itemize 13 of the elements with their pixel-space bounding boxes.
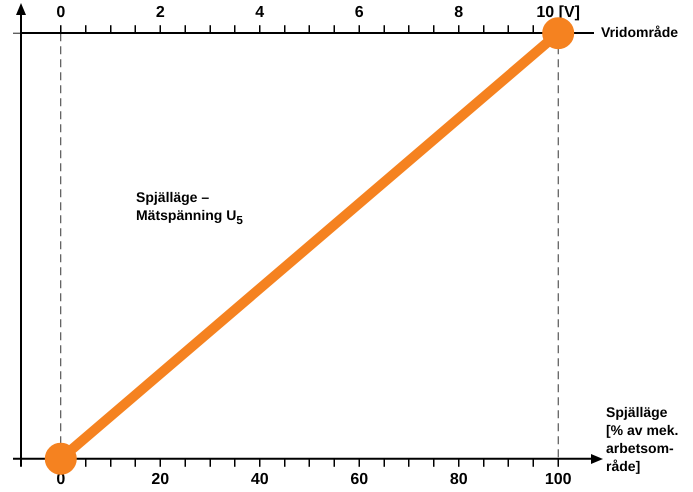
x-tick-label: 100 <box>544 470 572 488</box>
x-tick-label: 60 <box>350 470 368 488</box>
x2-tick-label: 8 <box>454 4 464 22</box>
x2-tick-label: 6 <box>354 4 364 22</box>
x2-tick-label: 4 <box>255 4 264 22</box>
annotation: Spjälläge – Mätspänning U$_{5}$ <box>136 188 243 229</box>
ref-line-label: Vridområde <box>601 24 678 40</box>
x-axis-title: Spjälläge [% av mek. arbetsom- råde] <box>606 403 678 475</box>
x-tick-label: 40 <box>250 470 269 488</box>
x2-tick-label: 0 <box>56 4 66 22</box>
x-tick-label: 80 <box>450 470 468 488</box>
x-tick-label: 20 <box>151 470 170 488</box>
x2-tick-label: 2 <box>156 4 165 22</box>
